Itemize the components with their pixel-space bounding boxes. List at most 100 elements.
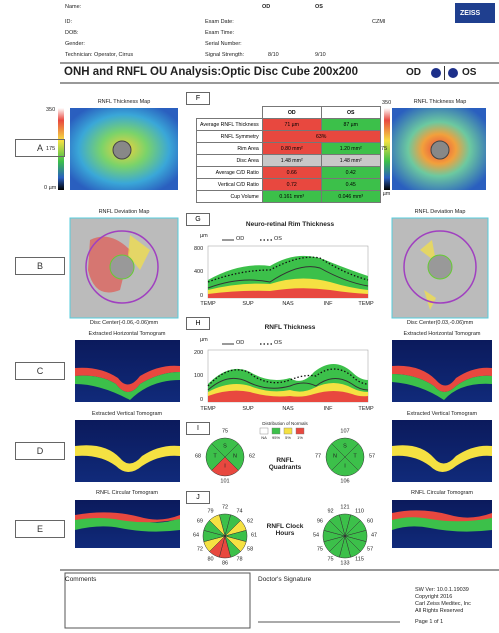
- cell: 0.80 mm²: [262, 143, 321, 155]
- legend-label: 1%: [297, 436, 303, 440]
- cell: 1.48 mm²: [262, 155, 321, 167]
- map-title: RNFL Deviation Map: [99, 210, 150, 216]
- x-label: SUP: [242, 302, 253, 308]
- field: ID:: [65, 20, 72, 26]
- cell: 0.72: [262, 179, 321, 191]
- field: OD: [262, 5, 270, 11]
- report-title: ONH and RNFL OU Analysis:Optic Disc Cube…: [64, 67, 358, 79]
- rnfl-chart: [208, 344, 368, 402]
- panel-label: F: [186, 92, 210, 105]
- cell: 63%: [262, 131, 380, 143]
- clock-value: 110: [355, 509, 364, 515]
- clock-value: 80: [207, 557, 213, 563]
- tomogram-title: RNFL Circular Tomogram: [411, 491, 473, 497]
- y-tick-label: 0: [200, 398, 203, 404]
- disc-center: Disc Center(0.03,-0.06)mm: [407, 321, 473, 327]
- row-name: Average RNFL Thickness: [197, 119, 263, 131]
- legend-label: OS: [274, 341, 282, 347]
- quadrant-value: 57: [369, 454, 375, 460]
- clock-value: 86: [222, 561, 228, 567]
- footer-label: Comments: [65, 577, 96, 584]
- legend-swatch: [284, 428, 292, 434]
- cell: 1.48 mm²: [321, 155, 380, 167]
- field: Gender:: [65, 42, 85, 48]
- section-title: RNFL Clock Hours: [265, 524, 305, 537]
- tomogram-title: Extracted Horizontal Tomogram: [89, 332, 166, 338]
- logo-text: ZEISS: [460, 10, 480, 17]
- graphics: [0, 0, 499, 633]
- clock-value: 75: [317, 547, 323, 553]
- y-tick-label: 800: [194, 247, 203, 253]
- x-label: NAS: [282, 407, 293, 413]
- clock-value: 61: [251, 533, 257, 539]
- quadrant-value: 68: [195, 454, 201, 460]
- cell: 0.66: [262, 167, 321, 179]
- quadrant-letter: N: [333, 454, 337, 460]
- disc: [428, 255, 452, 279]
- quadrant-letter: I: [344, 464, 346, 470]
- unit: µm: [200, 338, 208, 344]
- clock-value: 47: [371, 533, 377, 539]
- x-label: TEMP: [358, 302, 373, 308]
- x-label: SUP: [242, 407, 253, 413]
- quadrant-letter: T: [353, 454, 356, 460]
- clock-value: 54: [313, 533, 319, 539]
- quadrant-letter: N: [233, 454, 237, 460]
- row-label: A: [15, 139, 65, 157]
- disc: [431, 141, 449, 159]
- row-name: Average C/D Ratio: [197, 167, 263, 179]
- chart-title: Neuro-retinal Rim Thickness: [246, 222, 334, 229]
- table-header: OD: [262, 107, 321, 119]
- unit: µm: [200, 234, 208, 240]
- section-title: RNFL Quadrants: [265, 458, 305, 471]
- cell: 87 µm: [321, 119, 380, 131]
- field: 9/10: [315, 53, 326, 59]
- scale-label: 350: [46, 108, 55, 114]
- tomogram-title: Extracted Horizontal Tomogram: [404, 332, 481, 338]
- clock-value: 72: [222, 505, 228, 511]
- row-name: RNFL Symmetry: [197, 131, 263, 143]
- footer-info: SW Ver: 10.0.1.19039: [415, 588, 469, 594]
- footer-info: Page 1 of 1: [415, 620, 443, 626]
- cell: 0.45: [321, 179, 380, 191]
- row-label: B: [15, 257, 65, 275]
- od-dot: [431, 68, 441, 78]
- clock-value: 121: [340, 505, 349, 511]
- clock-value: 58: [247, 547, 253, 553]
- clock-value: 69: [197, 519, 203, 525]
- tomogram-title: Extracted Vertical Tomogram: [407, 412, 477, 418]
- x-label: INF: [324, 302, 333, 308]
- legend-swatch: [260, 428, 268, 434]
- disc: [113, 141, 131, 159]
- clock-value: 62: [247, 519, 253, 525]
- quadrant-value: 62: [249, 454, 255, 460]
- row-label: C: [15, 362, 65, 380]
- scale-label: 350: [382, 101, 391, 107]
- clock-value: 72: [197, 547, 203, 553]
- footer-info: Copyright 2016: [415, 595, 452, 601]
- legend-label: NA: [261, 436, 267, 440]
- map-title: RNFL Thickness Map: [98, 100, 151, 106]
- footer-label: Doctor's Signature: [258, 577, 311, 584]
- map-title: RNFL Deviation Map: [415, 210, 466, 216]
- row-name: Disc Area: [197, 155, 263, 167]
- legend-label: OD: [236, 341, 244, 347]
- row-label: D: [15, 442, 65, 460]
- quadrant-letter: S: [223, 444, 227, 450]
- eye-label: OD: [406, 68, 421, 78]
- disc: [110, 255, 134, 279]
- tomogram-title: RNFL Circular Tomogram: [96, 491, 158, 497]
- quadrant-value: 106: [340, 479, 349, 485]
- field: Exam Date:: [205, 20, 234, 26]
- legend-label: 5%: [285, 436, 291, 440]
- field: OS: [315, 5, 323, 11]
- report-page: Name: OD OS ZEISS ID: Exam Date: CZMI DO…: [0, 0, 499, 633]
- cell: 71 µm: [262, 119, 321, 131]
- clock-value: 115: [355, 557, 364, 563]
- y-tick-label: 400: [194, 270, 203, 276]
- field: Technician: Operator, Cirrus: [65, 53, 133, 59]
- panel-label: H: [186, 317, 210, 330]
- quadrant-value: 107: [340, 429, 349, 435]
- cell: 0.42: [321, 167, 380, 179]
- x-label: TEMP: [200, 407, 215, 413]
